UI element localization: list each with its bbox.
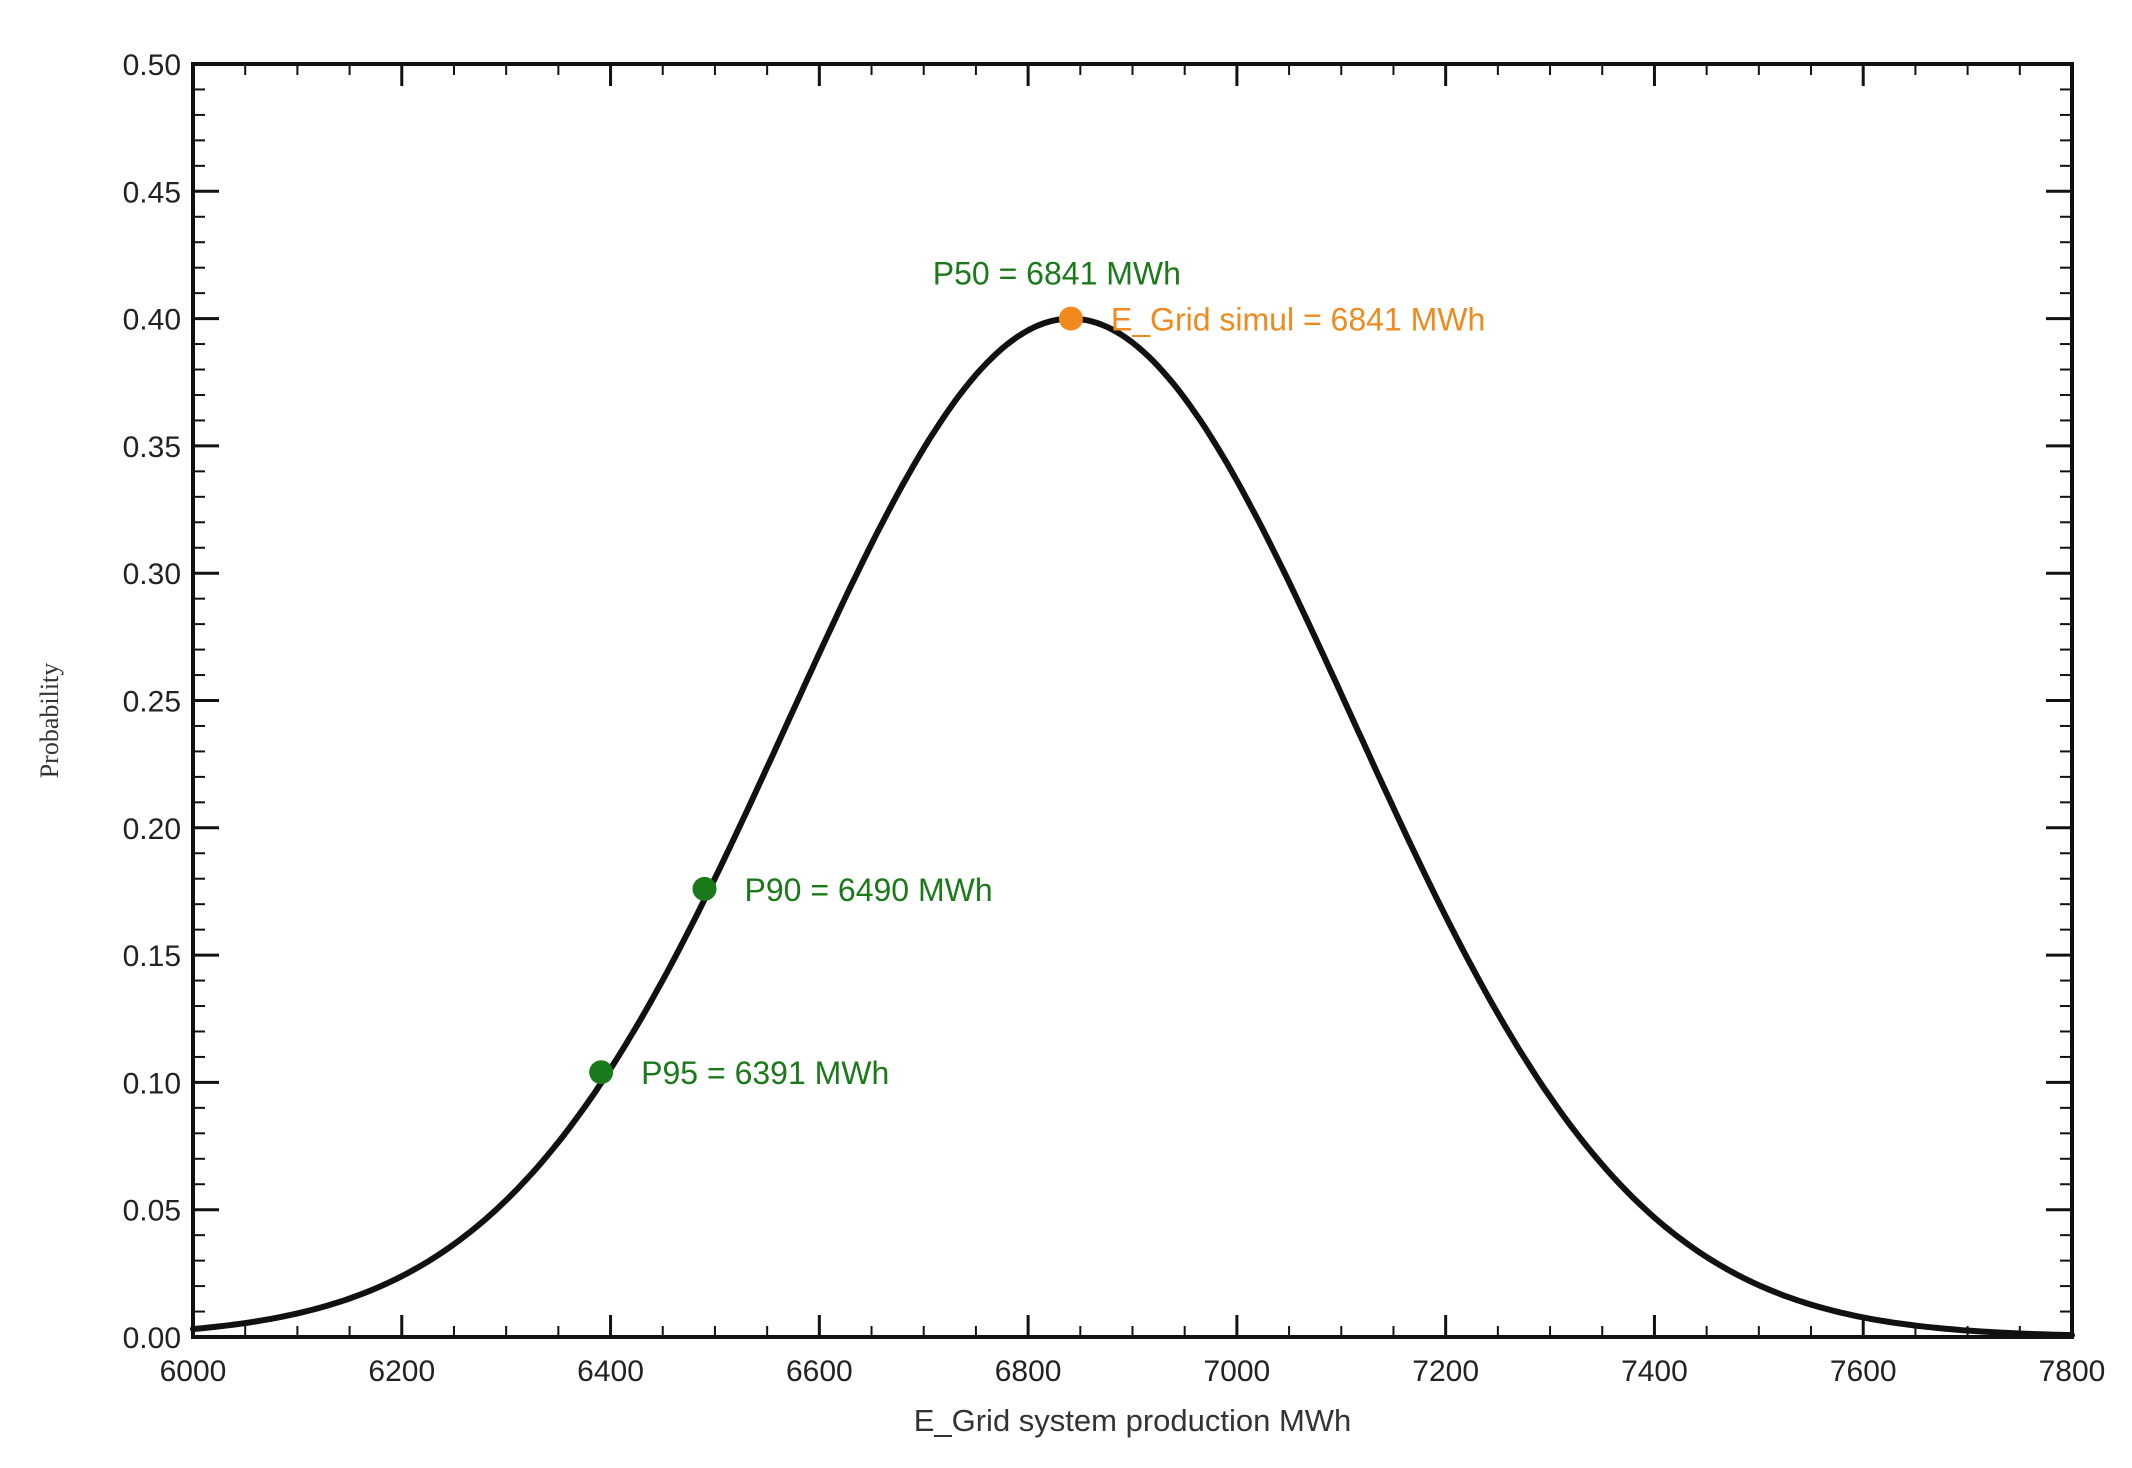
x-tick-label: 7800 [2039,1355,2106,1388]
x-tick-label: 6600 [786,1355,853,1388]
plot-frame [191,62,2074,1339]
simul-label: E_Grid simul = 6841 MWh [1111,302,1485,338]
simul-marker [1058,306,1083,331]
y-tick-label: 0.05 [123,1195,181,1228]
x-tick-labels: 6000 6200 6400 6600 6800 7000 7200 7400 7600 7800 [160,1355,2106,1388]
y-tick-label: 0.15 [123,940,181,973]
x-tick-label: 6000 [160,1355,227,1388]
y-tick-label: 0.25 [123,686,181,719]
y-tick-label: 0.30 [123,558,181,591]
x-tick-label: 6800 [995,1355,1062,1388]
x-tick-label: 7000 [1204,1355,1271,1388]
p50-label: P50 = 6841 MWh [933,256,1181,292]
p90-label: P90 = 6490 MWh [745,872,993,908]
y-tick-label: 0.35 [123,431,181,464]
x-tick-label: 6200 [368,1355,435,1388]
y-tick-label: 0.50 [123,49,181,82]
p90-marker [692,876,717,901]
x-tick-label: 7200 [1412,1355,1479,1388]
x-tick-label: 7600 [1830,1355,1897,1388]
y-tick-label: 0.40 [123,304,181,337]
point-markers [589,306,1083,1085]
y-tick-label: 0.10 [123,1067,181,1100]
y-tick-label: 0.45 [123,176,181,209]
probability-curve [190,315,2075,1339]
x-axis-title: E_Grid system production MWh [914,1403,1352,1438]
p95-marker [589,1060,614,1085]
y-tick-label: 0.00 [123,1322,181,1355]
y-tick-label: 0.20 [123,813,181,846]
p95-label: P95 = 6391 MWh [641,1055,889,1091]
y-tick-labels: 0.00 0.05 0.10 0.15 0.20 0.25 0.30 0.35 0.40 0.45… [123,49,181,1355]
x-tick-label: 6400 [577,1355,644,1388]
x-tick-label: 7400 [1621,1355,1688,1388]
y-axis-title: Probability [35,663,64,779]
point-annotations: P50 = 6841 MWh E_Grid simul = 6841 MWh P90… [641,256,1485,1092]
